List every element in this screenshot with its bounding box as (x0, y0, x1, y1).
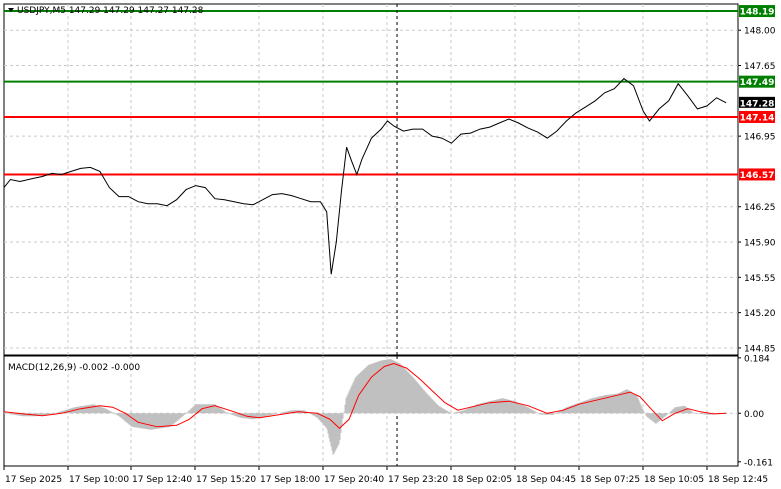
price-grid (4, 4, 738, 355)
level-tag-label: 146.57 (740, 171, 775, 181)
price-series-line (3, 77, 727, 275)
macd-y-tick-label: -0.161 (744, 458, 773, 468)
price-panel[interactable]: 148.00 147.65 146.95 146.25 145.90 145.55 145.… (3, 3, 776, 356)
x-tick-label: 17 Sep 18:00 (260, 475, 320, 485)
level-tag-bg (739, 168, 775, 181)
level-tag-bg (739, 75, 775, 88)
level-tag-bg (739, 110, 775, 123)
x-tick-label: 17 Sep 12:40 (132, 475, 192, 485)
y-tick-label: 147.65 (744, 62, 776, 72)
y-tick-label: 145.55 (744, 274, 776, 284)
macd-title: MACD(12,26,9) -0.002 -0.000 (8, 363, 140, 373)
symbol-header-text: USDJPY,M5 147.29 147.29 147.27 147.28 (17, 6, 204, 16)
macd-signal-line (3, 362, 727, 429)
x-tick-label: 17 Sep 2025 (5, 475, 62, 485)
y-tick-label: 145.20 (744, 309, 776, 319)
x-tick-label: 18 Sep 02:05 (452, 475, 512, 485)
price-y-axis: 148.00 147.65 146.95 146.25 145.90 145.55 145.… (738, 27, 776, 354)
macd-panel[interactable]: 0.184 0.00 -0.161 MACD(12,26,9) -0.002 -0.… (3, 354, 773, 468)
level-tag-label: 147.49 (740, 78, 775, 88)
current-price-tag: 147.28 (739, 96, 775, 109)
current-price-label: 147.28 (740, 99, 775, 109)
x-tick-label: 17 Sep 10:00 (69, 475, 129, 485)
level-tag-bg (739, 5, 775, 18)
macd-y-axis: 0.184 0.00 -0.161 (738, 354, 773, 468)
price-levels (4, 10, 738, 176)
x-tick-label: 18 Sep 04:45 (516, 475, 576, 485)
x-tick-label: 17 Sep 23:20 (388, 475, 448, 485)
y-tick-label: 144.85 (744, 344, 776, 354)
x-tick-label: 18 Sep 07:25 (580, 475, 640, 485)
level-tag-label: 148.19 (740, 8, 775, 18)
x-tick-label: 18 Sep 12:45 (708, 475, 768, 485)
x-tick-label: 17 Sep 20:40 (324, 475, 384, 485)
macd-histogram (4, 359, 727, 455)
time-axis: 17 Sep 2025 17 Sep 10:00 17 Sep 12:40 17 Se… (3, 466, 768, 485)
level-tag-label: 147.14 (740, 113, 775, 123)
y-tick-label: 148.00 (744, 27, 776, 37)
price-level-labels: 148.19 147.49 147.14 146.57 (739, 5, 775, 181)
macd-y-tick-label: 0.00 (744, 410, 764, 420)
y-tick-label: 146.25 (744, 203, 776, 213)
y-tick-label: 145.90 (744, 239, 776, 249)
chevron-down-icon[interactable] (8, 8, 14, 12)
y-tick-label: 146.95 (744, 133, 776, 143)
x-tick-label: 18 Sep 10:05 (644, 475, 704, 485)
price-panel-frame (3, 3, 739, 356)
x-tick-label: 17 Sep 15:20 (196, 475, 256, 485)
symbol-header: USDJPY,M5 147.29 147.29 147.27 147.28 (8, 6, 204, 16)
current-price-tag-bg (739, 96, 775, 108)
macd-y-tick-label: 0.184 (744, 354, 770, 364)
